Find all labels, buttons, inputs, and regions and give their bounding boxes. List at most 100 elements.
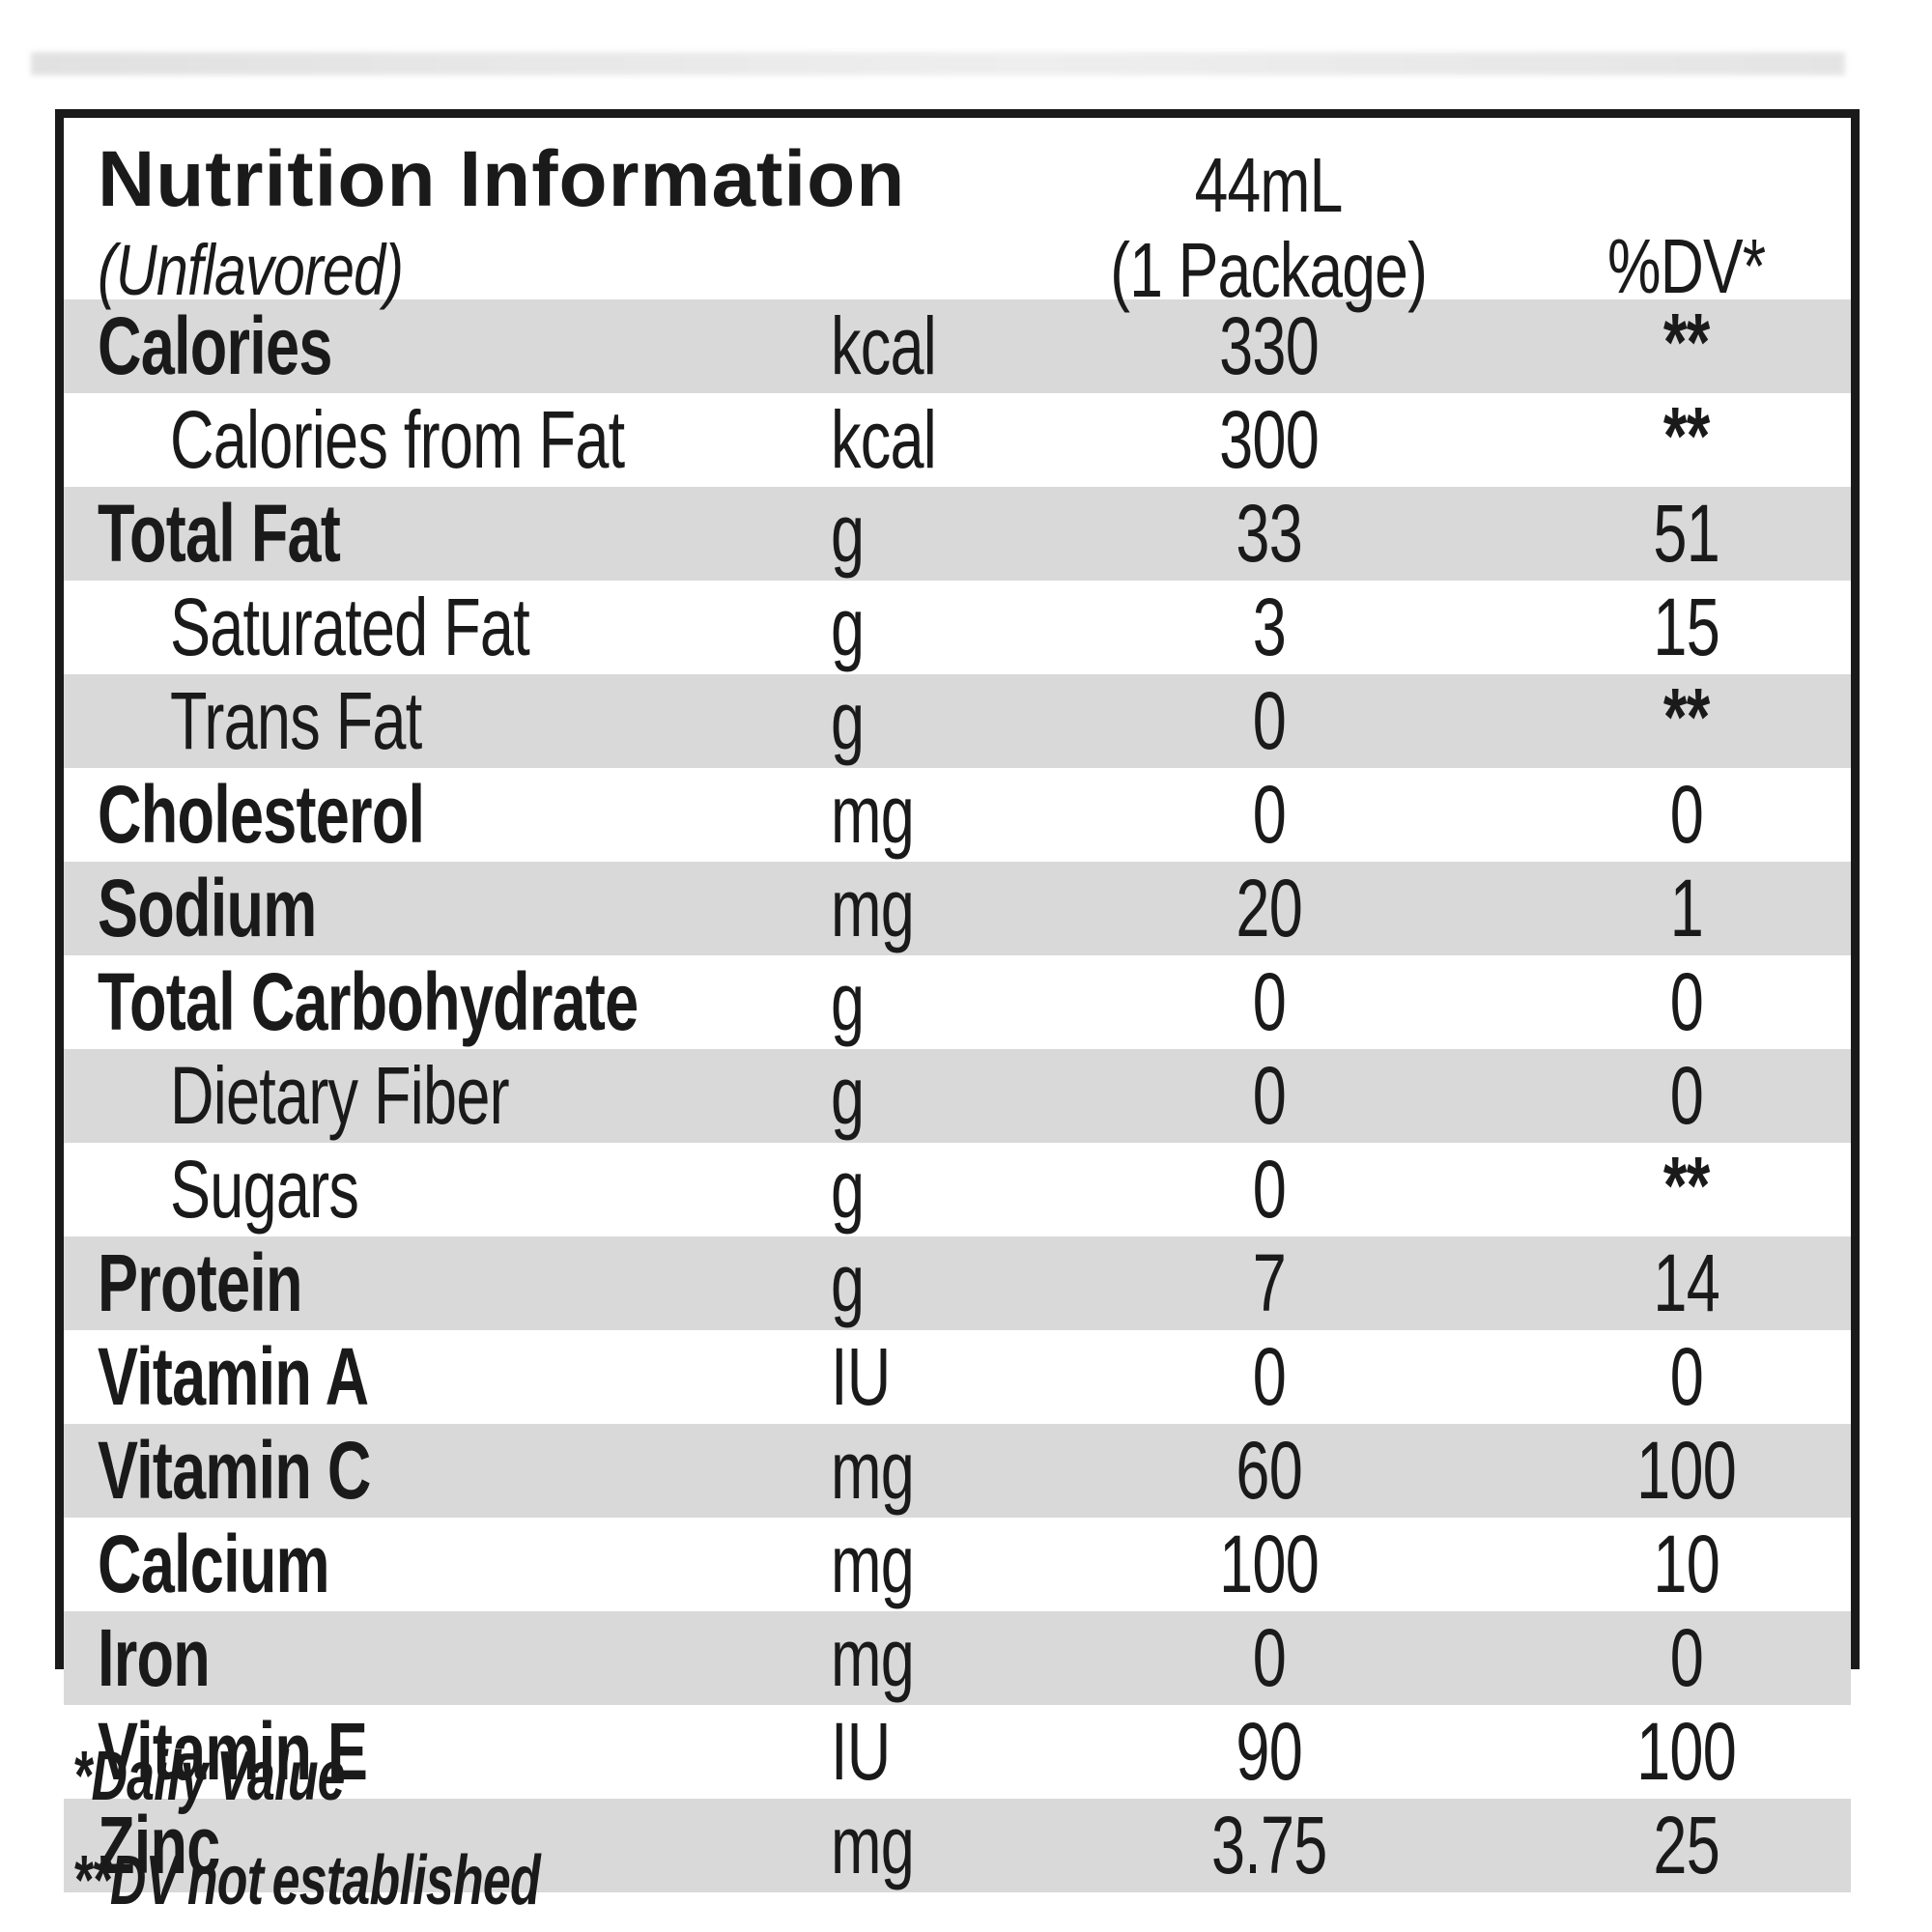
row-amount: 0	[1252, 675, 1286, 766]
row-dv-percent: 10	[1653, 1519, 1720, 1609]
row-unit: mg	[831, 769, 915, 860]
row-unit: kcal	[831, 300, 937, 391]
row-label: Calories from Fat	[170, 394, 625, 485]
row-label: Sugars	[170, 1144, 359, 1235]
row-unit: g	[831, 1144, 865, 1235]
row-dv-percent: 0	[1669, 1050, 1704, 1141]
row-unit: mg	[831, 1425, 915, 1516]
table-row: Dietary Fiber g 0 0	[64, 1049, 1851, 1143]
row-dv-percent: 100	[1636, 1425, 1738, 1516]
footnote-daily-value: *Daily Value	[72, 1738, 346, 1815]
row-unit: g	[831, 1050, 865, 1141]
table-row: Protein g 7 14	[64, 1236, 1851, 1330]
flavor-subtitle: (Unflavored)	[98, 228, 1015, 313]
row-amount: 3.75	[1210, 1800, 1327, 1890]
row-amount: 0	[1252, 1331, 1286, 1422]
row-dv-percent: 14	[1653, 1237, 1720, 1328]
row-label: Iron	[98, 1612, 211, 1703]
row-unit: mg	[831, 863, 915, 953]
scan-artifact-streak	[31, 52, 1845, 75]
row-label: Total Fat	[98, 488, 341, 579]
row-amount: 20	[1236, 863, 1302, 953]
row-unit: mg	[831, 1612, 915, 1703]
row-label: Dietary Fiber	[170, 1050, 510, 1141]
row-label: Vitamin A	[98, 1331, 369, 1422]
table-row: Calcium mg 100 10	[64, 1518, 1851, 1611]
row-dv-percent: 1	[1669, 863, 1704, 953]
row-dv-percent: 51	[1653, 488, 1720, 579]
row-amount: 3	[1252, 582, 1286, 672]
row-unit: IU	[831, 1331, 891, 1422]
row-label: Sodium	[98, 863, 317, 953]
row-amount: 0	[1252, 1144, 1286, 1235]
row-amount: 0	[1252, 956, 1286, 1047]
row-label: Total Carbohydrate	[98, 956, 639, 1047]
row-amount: 300	[1219, 394, 1320, 485]
table-row: Total Carbohydrate g 0 0	[64, 955, 1851, 1049]
table-row: Saturated Fat g 3 15	[64, 581, 1851, 674]
flavor-subtitle-text: (Unflavored)	[98, 230, 404, 310]
table-row: Total Fat g 33 51	[64, 487, 1851, 581]
table-row: Sugars g 0 **	[64, 1140, 1851, 1236]
page-title-text: Nutrition Information	[98, 135, 906, 223]
table-row: Calories from Fat kcal 300 **	[64, 390, 1851, 487]
row-label: Cholesterol	[98, 769, 425, 860]
header-left: Nutrition Information (Unflavored)	[64, 118, 1015, 313]
row-unit: mg	[831, 1800, 915, 1890]
table-row: Sodium mg 20 1	[64, 862, 1851, 955]
table-row: Vitamin C mg 60 100	[64, 1424, 1851, 1518]
table-row: Zinc mg 3.75 25	[64, 1799, 1851, 1892]
row-amount: 330	[1219, 300, 1320, 391]
row-amount: 7	[1252, 1237, 1286, 1328]
row-label: Vitamin E	[98, 1706, 368, 1797]
table-header: Nutrition Information (Unflavored) 44mL …	[64, 118, 1851, 313]
row-amount: 60	[1236, 1425, 1302, 1516]
row-amount: 90	[1236, 1706, 1302, 1797]
row-label: Zinc	[98, 1800, 220, 1890]
row-unit: mg	[831, 1519, 915, 1609]
row-unit: kcal	[831, 394, 937, 485]
table-row: Vitamin E IU 90 100	[64, 1705, 1851, 1799]
row-dv-percent: 0	[1669, 1612, 1704, 1703]
row-unit: g	[831, 488, 865, 579]
row-unit: g	[831, 1237, 865, 1328]
row-unit: g	[831, 582, 865, 672]
row-amount: 0	[1252, 1050, 1286, 1141]
row-dv-percent: 15	[1653, 582, 1720, 672]
row-label: Vitamin C	[98, 1425, 371, 1516]
serving-size: 44mL	[1195, 142, 1344, 228]
table-row: Trans Fat g 0 **	[64, 671, 1851, 768]
row-amount: 0	[1252, 769, 1286, 860]
row-dv-percent: **	[1663, 390, 1710, 481]
row-unit: g	[831, 675, 865, 766]
table-row: Cholesterol mg 0 0	[64, 768, 1851, 862]
row-label: Saturated Fat	[170, 582, 530, 672]
row-label: Protein	[98, 1237, 303, 1328]
row-amount: 33	[1236, 488, 1302, 579]
row-label: Trans Fat	[170, 675, 422, 766]
table-row: Iron mg 0 0	[64, 1611, 1851, 1705]
row-dv-percent: 100	[1636, 1706, 1738, 1797]
row-dv-percent: 0	[1669, 769, 1704, 860]
row-amount: 0	[1252, 1612, 1286, 1703]
dv-column-header: %DV*	[1607, 223, 1766, 309]
row-dv-percent: **	[1663, 671, 1710, 762]
row-dv-percent: **	[1663, 297, 1710, 387]
row-dv-percent: **	[1663, 1140, 1710, 1231]
page-title: Nutrition Information	[98, 131, 1015, 228]
table-row: Vitamin A IU 0 0	[64, 1330, 1851, 1424]
row-dv-percent: 0	[1669, 956, 1704, 1047]
footnote-dv-not-established: **DV not established	[72, 1842, 541, 1919]
row-dv-percent: 25	[1653, 1800, 1720, 1890]
row-unit: IU	[831, 1706, 891, 1797]
row-label: Calories	[98, 300, 332, 391]
rows-container: Calories kcal 330 ** Calories from Fat k…	[64, 297, 1851, 1892]
row-amount: 100	[1219, 1519, 1320, 1609]
row-label: Calcium	[98, 1519, 330, 1609]
row-unit: g	[831, 956, 865, 1047]
serving-column-header: 44mL (1 Package)	[1015, 118, 1522, 313]
nutrition-facts-table: Nutrition Information (Unflavored) 44mL …	[55, 109, 1860, 1892]
serving-description: (1 Package)	[1110, 227, 1429, 313]
table-row: Calories kcal 330 **	[64, 297, 1851, 393]
